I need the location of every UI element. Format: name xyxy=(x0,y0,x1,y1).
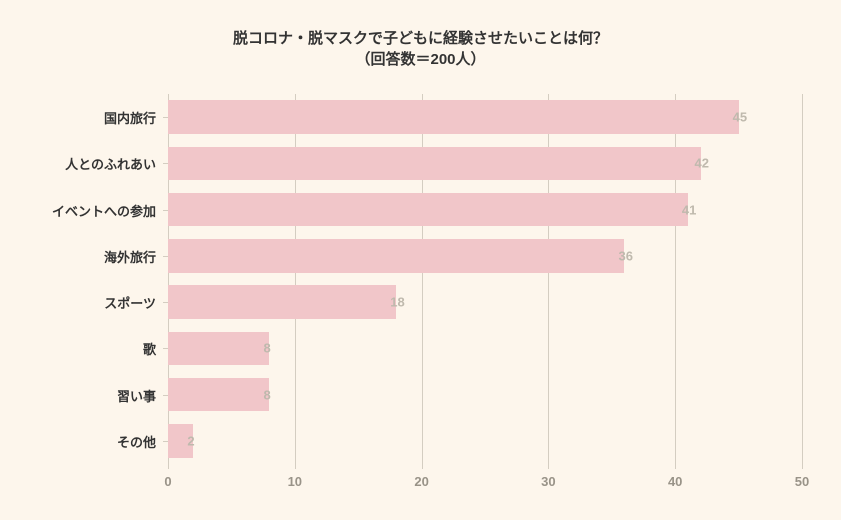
x-tick-mark xyxy=(548,464,549,469)
y-axis-category-label: スポーツ xyxy=(104,293,156,312)
bar-value-label: 8 xyxy=(263,341,270,356)
plot-area: 01020304050国内旅行45人とのふれあい42イベントへの参加41海外旅行… xyxy=(168,94,802,464)
bar-value-label: 18 xyxy=(390,295,404,310)
x-axis-label: 40 xyxy=(668,474,682,489)
chart-title-line2: （回答数＝200人） xyxy=(355,51,485,68)
x-tick-mark xyxy=(675,464,676,469)
y-axis-category-label: 習い事 xyxy=(117,386,156,405)
bar xyxy=(168,285,396,318)
y-axis-category-label: その他 xyxy=(117,432,156,451)
bar-value-label: 8 xyxy=(263,387,270,402)
chart-title: 脱コロナ・脱マスクで子どもに経験させたいことは何？ （回答数＝200人） xyxy=(0,0,841,70)
x-tick-mark xyxy=(802,464,803,469)
bar xyxy=(168,332,269,365)
gridline xyxy=(802,94,803,464)
chart-title-line1: 脱コロナ・脱マスクで子どもに経験させたいことは何？ xyxy=(233,30,608,47)
x-axis-label: 20 xyxy=(414,474,428,489)
x-tick-mark xyxy=(295,464,296,469)
y-axis-category-label: 国内旅行 xyxy=(104,108,156,127)
bar xyxy=(168,147,701,180)
bar-value-label: 42 xyxy=(695,156,709,171)
bar-value-label: 41 xyxy=(682,202,696,217)
x-axis-label: 30 xyxy=(541,474,555,489)
bar-value-label: 36 xyxy=(618,248,632,263)
bar xyxy=(168,239,624,272)
y-axis-category-label: 歌 xyxy=(143,339,156,358)
y-axis-category-label: 海外旅行 xyxy=(104,247,156,266)
bar-value-label: 2 xyxy=(187,433,194,448)
bar xyxy=(168,378,269,411)
x-axis-label: 50 xyxy=(795,474,809,489)
chart-container: 脱コロナ・脱マスクで子どもに経験させたいことは何？ （回答数＝200人） 010… xyxy=(0,0,841,520)
bar xyxy=(168,193,688,226)
y-axis-category-label: 人とのふれあい xyxy=(65,154,156,173)
bar-value-label: 45 xyxy=(733,110,747,125)
x-axis-label: 10 xyxy=(288,474,302,489)
bar xyxy=(168,100,739,133)
x-axis-label: 0 xyxy=(164,474,171,489)
y-axis-category-label: イベントへの参加 xyxy=(52,201,156,220)
x-tick-mark xyxy=(168,464,169,469)
x-tick-mark xyxy=(422,464,423,469)
